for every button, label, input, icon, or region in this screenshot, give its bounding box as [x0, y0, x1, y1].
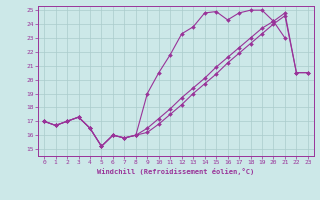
X-axis label: Windchill (Refroidissement éolien,°C): Windchill (Refroidissement éolien,°C)	[97, 168, 255, 175]
